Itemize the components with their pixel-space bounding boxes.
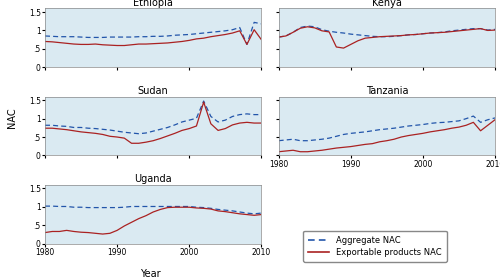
Title: Kenya: Kenya: [372, 0, 402, 8]
Title: Sudan: Sudan: [138, 86, 168, 96]
Text: NAC: NAC: [8, 107, 18, 128]
Text: Year: Year: [140, 269, 160, 279]
Title: Ethiopia: Ethiopia: [133, 0, 173, 8]
Title: Uganda: Uganda: [134, 174, 172, 184]
Legend: Aggregate NAC, Exportable products NAC: Aggregate NAC, Exportable products NAC: [304, 231, 446, 262]
Title: Tanzania: Tanzania: [366, 86, 408, 96]
